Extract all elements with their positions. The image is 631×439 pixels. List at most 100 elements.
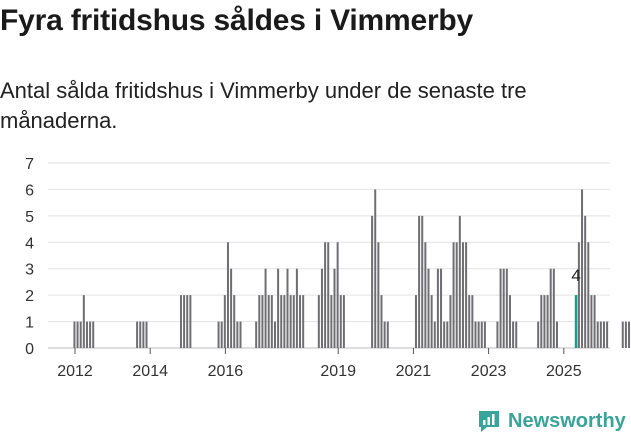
bar <box>414 295 417 348</box>
bar <box>624 321 627 348</box>
bar <box>505 268 508 348</box>
bar <box>324 242 327 348</box>
bar <box>606 321 609 348</box>
bar <box>549 268 552 348</box>
bar <box>270 295 273 348</box>
bar <box>92 321 95 348</box>
bar <box>82 295 85 348</box>
bar <box>477 321 480 348</box>
brand-logo: Newsworthy <box>476 408 626 434</box>
bar <box>449 295 452 348</box>
bar <box>330 295 333 348</box>
bar <box>233 295 236 348</box>
bar <box>540 295 543 348</box>
bar <box>264 268 267 348</box>
bar <box>480 321 483 348</box>
bar <box>217 321 220 348</box>
x-axis-ticks: 2012 2014 2016 2019 2021 2023 2025 <box>57 348 582 380</box>
bar <box>339 295 342 348</box>
bar <box>239 321 242 348</box>
brand-name: Newsworthy <box>508 409 626 432</box>
bar <box>76 321 79 348</box>
y-tick-label: 4 <box>25 235 34 252</box>
bars <box>73 189 631 348</box>
x-tick-label: 2025 <box>546 363 582 380</box>
y-tick-label: 5 <box>25 209 34 226</box>
bar <box>546 295 549 348</box>
y-axis-ticks: 0 1 2 3 4 5 6 7 <box>25 156 34 358</box>
x-tick-label: 2021 <box>396 363 432 380</box>
bar <box>371 215 374 348</box>
bar <box>508 295 511 348</box>
bar <box>474 321 477 348</box>
bar <box>136 321 139 348</box>
bar <box>499 268 502 348</box>
highlight-value-label: 4 <box>571 266 580 285</box>
bar <box>223 295 226 348</box>
bar <box>465 242 468 348</box>
bar <box>286 268 289 348</box>
bar <box>380 295 383 348</box>
bar <box>79 321 82 348</box>
page-subtitle: Antal sålda fritidshus i Vimmerby under … <box>0 78 527 133</box>
bar <box>502 268 505 348</box>
bar <box>512 321 515 348</box>
bar <box>577 242 580 348</box>
chart-bubble-icon <box>479 411 499 432</box>
bar <box>230 268 233 348</box>
bar <box>342 295 345 348</box>
bar <box>421 215 424 348</box>
bar <box>515 321 518 348</box>
bar <box>471 295 474 348</box>
y-tick-label: 0 <box>25 341 34 358</box>
bar <box>267 295 270 348</box>
bar <box>424 242 427 348</box>
bar <box>602 321 605 348</box>
y-tick-label: 2 <box>25 288 34 305</box>
bar <box>89 321 92 348</box>
bar <box>226 242 229 348</box>
bar <box>587 242 590 348</box>
page-title: Fyra fritidshus såldes i Vimmerby <box>0 4 474 37</box>
bar <box>283 295 286 348</box>
bar <box>85 321 88 348</box>
bar <box>440 268 443 348</box>
bar <box>189 295 192 348</box>
bar <box>458 215 461 348</box>
bar <box>220 321 223 348</box>
highlight-bar <box>574 295 578 348</box>
bar <box>555 321 558 348</box>
bar <box>386 321 389 348</box>
bar <box>289 295 292 348</box>
bar <box>436 268 439 348</box>
bar <box>581 189 584 348</box>
bar <box>258 295 261 348</box>
bar <box>317 295 320 348</box>
bar <box>461 242 464 348</box>
bar <box>584 215 587 348</box>
bar <box>593 295 596 348</box>
bar <box>537 321 540 348</box>
bar <box>302 295 305 348</box>
bar <box>628 321 631 348</box>
bar <box>433 321 436 348</box>
bar <box>430 295 433 348</box>
y-tick-label: 7 <box>25 156 34 173</box>
bar <box>236 321 239 348</box>
bar <box>427 268 430 348</box>
bar <box>418 215 421 348</box>
x-tick-label: 2012 <box>57 363 93 380</box>
bar <box>299 295 302 348</box>
bar <box>327 242 330 348</box>
bar <box>590 295 593 348</box>
bar <box>446 321 449 348</box>
bar <box>277 268 280 348</box>
bar <box>179 295 182 348</box>
bar <box>543 295 546 348</box>
bar <box>320 268 323 348</box>
bar <box>183 295 186 348</box>
bar <box>333 268 336 348</box>
bar <box>280 295 283 348</box>
bar <box>496 321 499 348</box>
bar <box>142 321 145 348</box>
